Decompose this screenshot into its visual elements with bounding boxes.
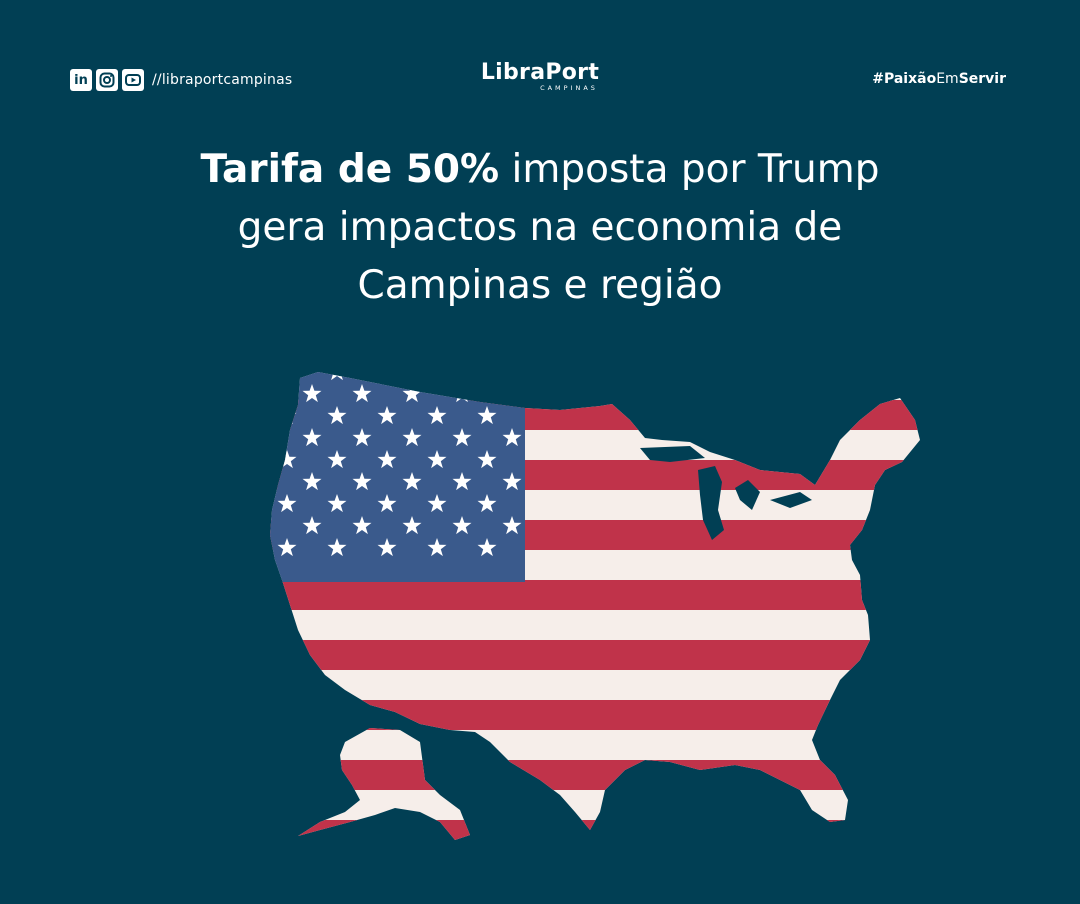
flag-star [452,472,472,491]
hashtag-part2: Em [936,71,959,87]
flag-star [502,516,522,535]
flag-star [402,428,422,447]
flag-star [427,406,447,425]
flag-star [427,538,447,557]
flag-star [477,538,497,557]
flag-star [377,406,397,425]
flag-star [502,472,522,491]
social-links: in //libraportcampinas [70,69,292,91]
flag-star [377,538,397,557]
headline-line2: gera impactos na economia de [237,205,843,250]
flag-star [502,384,522,403]
logo-main-text: LibraPort [480,60,600,85]
flag-star [377,450,397,469]
instagram-icon[interactable] [96,69,118,91]
flag-star [477,372,497,381]
linkedin-icon[interactable]: in [70,69,92,91]
youtube-icon[interactable] [122,69,144,91]
flag-star [352,516,372,535]
headline: Tarifa de 50% imposta por Trump gera imp… [90,141,990,315]
flag-star [402,516,422,535]
flag-star [302,472,322,491]
flag-star [477,494,497,513]
headline-line3: Campinas e região [357,263,723,308]
flag-star [277,494,297,513]
hashtag-part3: Servir [958,71,1006,87]
flag-star [377,372,397,381]
flag-star [427,372,447,381]
flag-star [477,450,497,469]
social-handle[interactable]: //libraportcampinas [152,72,293,88]
headline-line1-rest: imposta por Trump [499,147,880,192]
flag-star [327,406,347,425]
flag-star [327,538,347,557]
great-lakes [640,446,812,540]
hashtag: #PaixãoEmServir [872,71,1006,87]
flag-star [302,384,322,403]
flag-star [452,428,472,447]
flag-star [377,494,397,513]
flag-star [277,538,297,557]
flag-star [502,428,522,447]
flag-fill [270,372,920,840]
flag-star [427,450,447,469]
logo-sub-text: CAMPINAS [540,84,598,92]
flag-star [277,372,297,381]
flag-star [402,472,422,491]
flag-star [352,384,372,403]
flag-star [327,450,347,469]
flag-star [352,472,372,491]
flag-star [302,428,322,447]
flag-star [277,450,297,469]
libraport-logo: LibraPort CAMPINAS [0,60,1080,92]
flag-star [302,516,322,535]
hashtag-part1: #Paixão [872,71,937,87]
flag-star [402,384,422,403]
flag-star [352,428,372,447]
flag-star [477,406,497,425]
flag-star [427,494,447,513]
headline-bold: Tarifa de 50% [200,147,500,192]
flag-star [452,516,472,535]
flag-star [327,494,347,513]
